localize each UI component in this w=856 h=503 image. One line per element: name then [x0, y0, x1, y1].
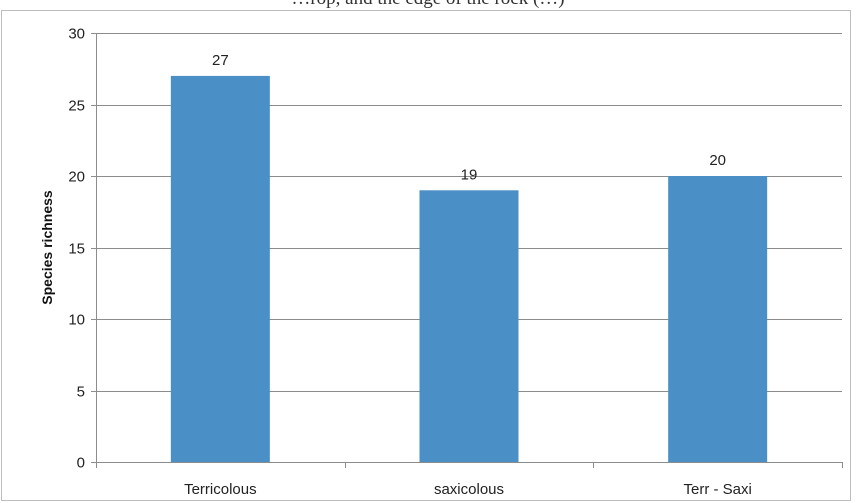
y-tick-label: 30 [68, 26, 85, 43]
x-tick-label: Terricolous [184, 481, 257, 498]
y-tick-label: 5 [77, 384, 85, 401]
y-tick-label: 10 [68, 312, 85, 329]
x-tick-labels: Terricolous saxicolous Terr - Saxi [184, 481, 752, 498]
axes [91, 33, 843, 468]
data-label: 19 [461, 166, 478, 183]
data-label: 27 [212, 52, 229, 69]
bar-saxicolous [419, 190, 519, 463]
data-labels: 27 19 20 [212, 52, 726, 183]
x-tick-label: Terr - Saxi [683, 481, 751, 498]
y-axis-label: Species richness [39, 190, 55, 305]
bars [170, 75, 768, 463]
y-tick-label: 0 [77, 455, 85, 472]
cropped-caption-text: …rop, and the edge of the rock (…) [0, 0, 856, 10]
bar-terr-saxi [668, 176, 768, 462]
y-tick-label: 25 [68, 98, 85, 115]
x-tick-label: saxicolous [434, 481, 504, 498]
bar-terricolous [170, 75, 270, 463]
y-tick-labels: 0 5 10 15 20 25 30 [68, 26, 85, 472]
cropped-caption: …rop, and the edge of the rock (…) [0, 0, 856, 10]
y-tick-label: 20 [68, 169, 85, 186]
data-label: 20 [709, 152, 726, 169]
y-tick-label: 15 [68, 241, 85, 258]
